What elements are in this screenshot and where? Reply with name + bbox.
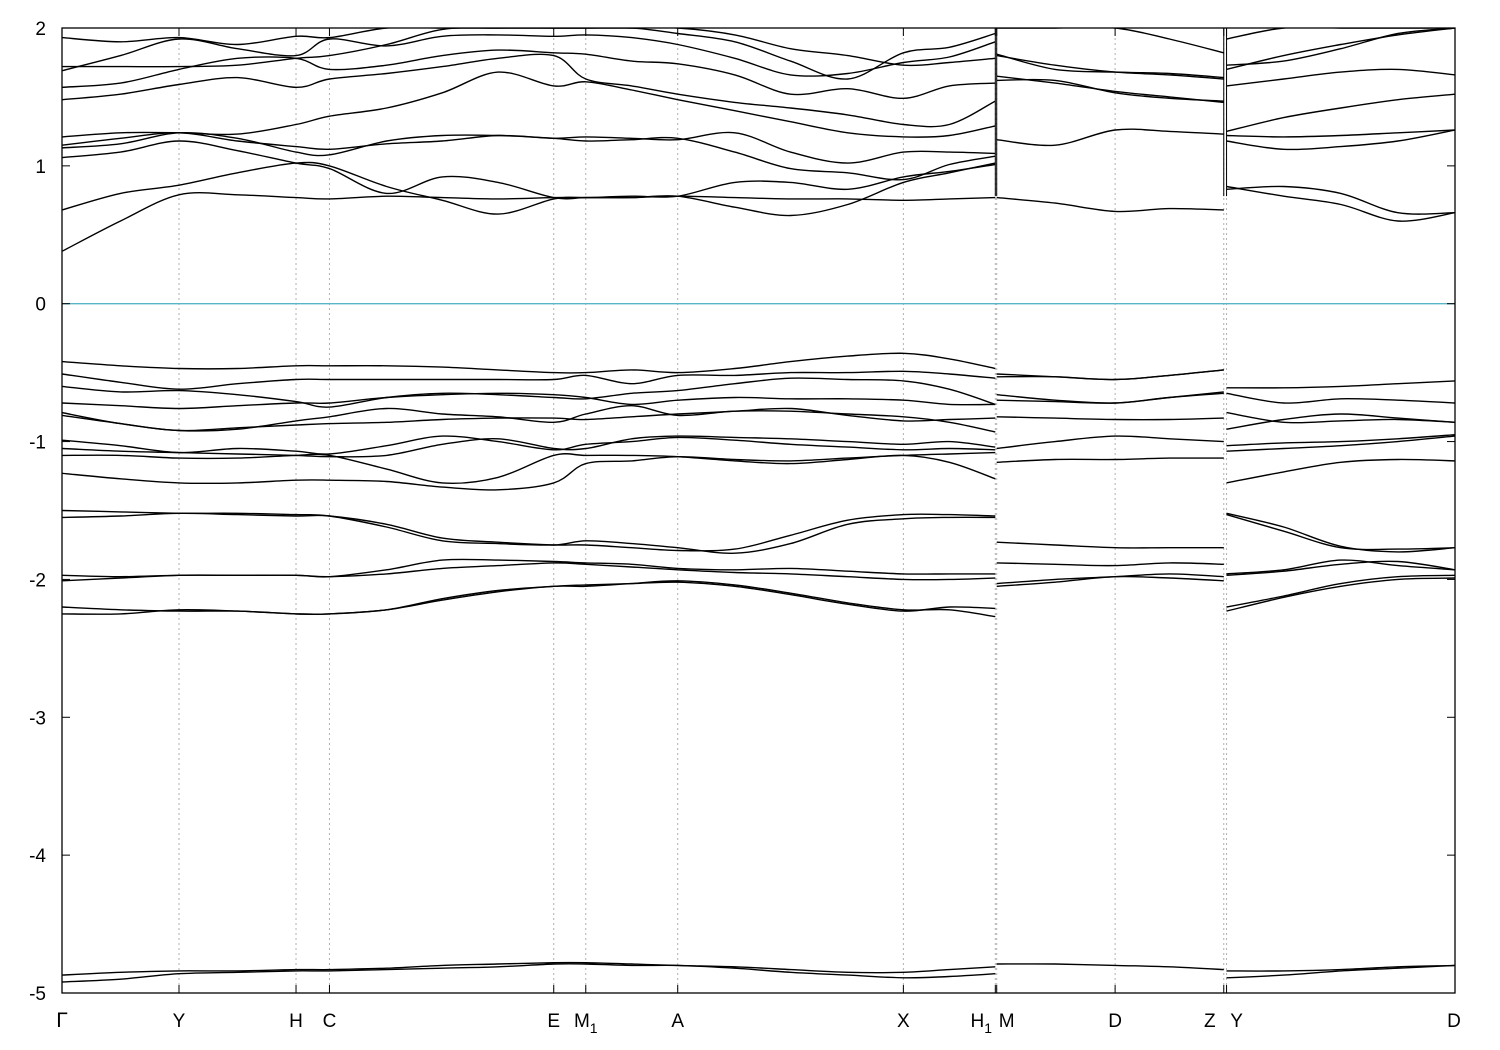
x-tick-label: M1 <box>574 1011 598 1036</box>
band-line <box>62 453 996 484</box>
band-line <box>1226 129 1455 138</box>
band-line <box>996 963 1224 971</box>
band-line <box>62 404 996 433</box>
band-line <box>62 131 996 164</box>
band-line <box>62 558 996 578</box>
band-line <box>1226 28 1455 40</box>
band-line <box>62 28 996 80</box>
y-tick-label: 1 <box>35 157 46 178</box>
band-line <box>1226 964 1455 972</box>
band-line <box>62 963 996 983</box>
x-tick-label: A <box>671 1011 684 1032</box>
band-line <box>1226 458 1455 484</box>
plot-border <box>61 27 1456 994</box>
band-line <box>62 509 996 554</box>
band-line <box>62 370 996 390</box>
band-line <box>996 435 1224 450</box>
band-line <box>62 352 996 374</box>
band-line <box>62 161 996 217</box>
band-line <box>1226 93 1455 133</box>
x-tick-label: M <box>999 1011 1015 1032</box>
band-line <box>62 392 996 410</box>
band-line <box>62 140 996 200</box>
bands <box>62 28 1455 983</box>
band-line <box>996 196 1224 213</box>
band-line <box>62 34 996 77</box>
y-tick-label: 0 <box>35 295 46 316</box>
band-line <box>62 407 996 432</box>
band-line <box>996 369 1224 381</box>
band-line <box>996 28 1224 54</box>
band-line <box>1226 129 1455 151</box>
x-tick-label: E <box>547 1011 560 1032</box>
x-tick-label: Z <box>1204 1011 1216 1032</box>
band-line <box>1226 28 1455 71</box>
x-tick-label: H <box>289 1011 303 1032</box>
y-tick-label: -1 <box>29 433 46 454</box>
band-line <box>1226 513 1455 551</box>
band-line <box>62 581 996 616</box>
band-line <box>996 573 1224 585</box>
band-line <box>1226 574 1455 608</box>
band-line <box>62 28 996 68</box>
band-line <box>1226 392 1455 404</box>
band-line <box>62 71 996 138</box>
band-line <box>1226 68 1455 87</box>
band-line <box>62 49 996 100</box>
band-line <box>1226 185 1455 222</box>
band-line <box>996 369 1224 381</box>
x-tick-label: X <box>897 1011 910 1032</box>
band-line <box>1226 185 1455 215</box>
band-line <box>1226 434 1455 447</box>
y-tick-label: -2 <box>29 570 46 591</box>
band-line <box>62 435 996 455</box>
band-line <box>1226 560 1455 576</box>
y-tick-label: -4 <box>29 846 46 867</box>
band-line <box>996 416 1224 421</box>
y-tick-label: -5 <box>29 984 46 1005</box>
band-line <box>62 53 996 128</box>
band-line <box>62 451 996 491</box>
band-line <box>996 457 1224 463</box>
x-tick-label: Y <box>173 1011 186 1032</box>
grid-lines <box>178 28 1228 993</box>
band-line <box>1226 577 1455 612</box>
band-line <box>996 75 1224 104</box>
band-line <box>1226 435 1455 452</box>
x-tick-label: Y <box>1230 1011 1243 1032</box>
band-line <box>1226 964 1455 979</box>
x-tick-label: D <box>1447 1011 1461 1032</box>
y-axis: -5 -4 -3 -2 -1 0 1 2 <box>29 19 1455 1005</box>
band-line <box>996 562 1224 567</box>
x-tick-label: H1 <box>971 1011 993 1036</box>
y-tick-label: -3 <box>29 708 46 729</box>
band-line <box>1226 411 1455 424</box>
band-line <box>996 391 1224 404</box>
band-line <box>1226 512 1455 553</box>
band-line <box>62 377 996 408</box>
band-line <box>996 53 1224 79</box>
band-line <box>62 961 996 976</box>
band-line <box>996 541 1224 549</box>
band-line <box>1226 559 1455 575</box>
x-tick-label: Γ <box>56 1009 68 1032</box>
band-line <box>62 131 996 181</box>
plot-frame <box>61 27 1456 994</box>
x-tick-label: C <box>323 1011 337 1032</box>
band-line <box>62 435 996 458</box>
band-line <box>1226 380 1455 389</box>
band-line <box>1226 28 1455 66</box>
y-tick-label: 2 <box>35 19 46 40</box>
x-axis: Γ Y H C E M1 A X H1 M D Z Y D <box>56 28 1461 1036</box>
band-line <box>996 128 1224 147</box>
x-tick-label: D <box>1108 1011 1122 1032</box>
